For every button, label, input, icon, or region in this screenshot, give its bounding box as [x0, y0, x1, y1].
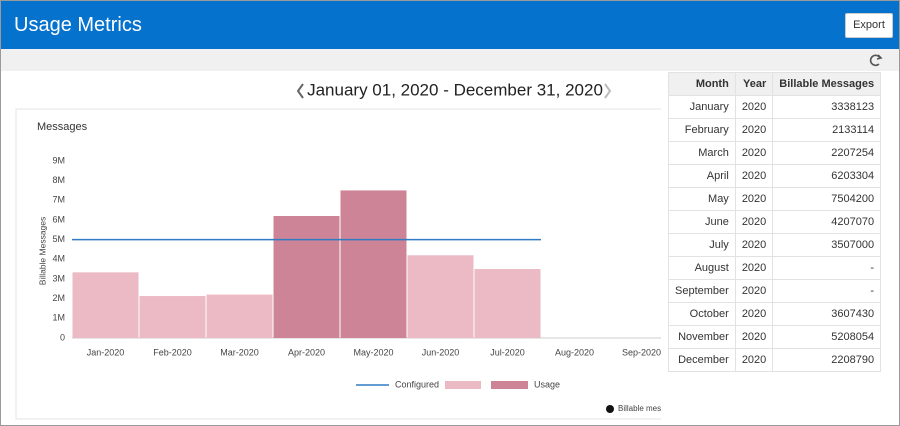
- table-cell: April: [668, 164, 736, 188]
- table-row: May 2020 7504200: [668, 187, 882, 211]
- column-header: Billable Messages: [772, 72, 882, 96]
- prev-button[interactable]: [296, 83, 304, 99]
- y-tick-label: 9M: [52, 155, 65, 165]
- table-cell: August: [668, 256, 736, 280]
- x-tick-label: Feb-2020: [153, 347, 192, 357]
- y-axis-title: Billable Messages: [37, 217, 47, 286]
- table-cell: June: [668, 210, 736, 234]
- header: Usage Metrics Export: [1, 1, 899, 49]
- table-cell: 2020: [734, 141, 774, 165]
- bar: [72, 272, 139, 338]
- chart-title: Messages: [37, 121, 88, 133]
- table-row: September 2020-: [668, 279, 882, 303]
- table-row: March 2020 2207254: [668, 141, 882, 165]
- table-cell: -: [772, 256, 882, 280]
- y-tick-label: 8M: [52, 175, 65, 185]
- table-row: February 2020 2133114: [668, 118, 882, 142]
- footnote: Billable mes: [618, 404, 661, 413]
- y-tick-label: 2M: [52, 293, 65, 303]
- toolbar-icons: [869, 54, 883, 67]
- table-cell: 4207070: [772, 210, 882, 234]
- legend-swatch: [491, 381, 528, 389]
- next-button[interactable]: [604, 83, 612, 99]
- x-tick-label: Jul-2020: [490, 347, 525, 357]
- table-row: June 2020 4207070: [668, 210, 882, 234]
- table-cell: March: [668, 141, 736, 165]
- table-cell: 2020: [734, 348, 774, 372]
- chart: January 01, 2020 - December 31, 2020 Mes…: [15, 80, 661, 420]
- y-tick-label: 3M: [52, 273, 65, 283]
- table-cell: October: [668, 302, 736, 326]
- table-cell: 6203304: [772, 164, 882, 188]
- table-cell: 3607430: [772, 302, 882, 326]
- table-cell: 2020: [734, 210, 774, 234]
- bar: [340, 190, 407, 338]
- y-tick-label: 5M: [52, 234, 65, 244]
- table-row: December 2020 2208790: [668, 348, 882, 372]
- table-cell: -: [772, 279, 882, 303]
- table-cell: 2020: [734, 118, 774, 142]
- bar: [474, 269, 541, 338]
- export-button[interactable]: Export: [845, 13, 893, 38]
- table-cell: 2020: [734, 95, 774, 119]
- x-tick-label: Apr-2020: [288, 347, 325, 357]
- x-tick-label: May-2020: [353, 347, 393, 357]
- table-cell: 2208790: [772, 348, 882, 372]
- table-cell: December: [668, 348, 736, 372]
- x-tick-label: Jan-2020: [87, 347, 125, 357]
- table-cell: 5208054: [772, 325, 882, 349]
- refresh-icon[interactable]: [869, 54, 883, 67]
- x-tick-label: Aug-2020: [555, 347, 594, 357]
- bar: [273, 216, 340, 338]
- table-row: April 2020 6203304: [668, 164, 882, 188]
- table-cell: 2133114: [772, 118, 882, 142]
- table-cell: 2020: [734, 233, 774, 257]
- legend-label: Configured: [395, 379, 439, 389]
- table-cell: 2207254: [772, 141, 882, 165]
- table-cell: February: [668, 118, 736, 142]
- x-tick-label: Sep-2020: [622, 347, 661, 357]
- page-title: Usage Metrics: [14, 14, 142, 36]
- table-cell: 2020: [734, 325, 774, 349]
- table-cell: 2020: [734, 302, 774, 326]
- bar: [206, 294, 273, 338]
- x-tick-label: Mar-2020: [220, 347, 259, 357]
- table-row: August 2020-: [668, 256, 882, 280]
- legend-label: Usage: [534, 379, 560, 389]
- bar: [139, 296, 206, 338]
- table-row: October 2020 3607430: [668, 302, 882, 326]
- table-cell: 2020: [734, 279, 774, 303]
- toolbar: [1, 49, 899, 71]
- column-header: Month: [668, 72, 736, 96]
- table-cell: 3507000: [772, 233, 882, 257]
- y-tick-label: 4M: [52, 254, 65, 264]
- x-tick-label: Jun-2020: [422, 347, 460, 357]
- data-table: Month Year Billable Messages January 2020 333…: [668, 72, 882, 372]
- y-tick-label: 7M: [52, 195, 65, 205]
- bar: [407, 255, 474, 338]
- table-cell: 7504200: [772, 187, 882, 211]
- table-cell: November: [668, 325, 736, 349]
- chart-card: [15, 108, 661, 420]
- table-cell: 2020: [734, 256, 774, 280]
- legend-swatch: [445, 381, 481, 389]
- table-cell: 3338123: [772, 95, 882, 119]
- table-cell: July: [668, 233, 736, 257]
- y-tick-label: 0: [60, 332, 65, 342]
- table-cell: January: [668, 95, 736, 119]
- table-row: July 2020 3507000: [668, 233, 882, 257]
- info-icon: [606, 405, 614, 413]
- y-tick-label: 6M: [52, 214, 65, 224]
- table-cell: May: [668, 187, 736, 211]
- column-header: Year: [734, 72, 774, 96]
- table-cell: 2020: [734, 187, 774, 211]
- date-range: January 01, 2020 - December 31, 2020: [307, 80, 603, 99]
- table-cell: September: [668, 279, 736, 303]
- y-tick-label: 1M: [52, 313, 65, 323]
- table-row: January 2020 3338123: [668, 95, 882, 119]
- table-cell: 2020: [734, 164, 774, 188]
- table-row: November 2020 5208054: [668, 325, 882, 349]
